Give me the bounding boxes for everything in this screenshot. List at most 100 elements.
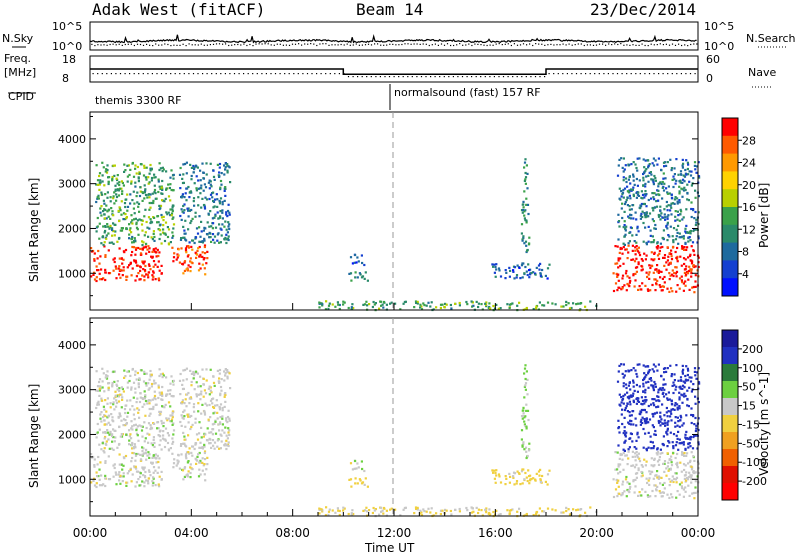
velocity-cell <box>104 431 107 434</box>
power-cell <box>678 185 681 188</box>
power-cell <box>318 302 321 305</box>
velocity-cell <box>628 411 631 414</box>
power-cell <box>108 241 111 244</box>
power-cell <box>631 249 634 252</box>
power-cell <box>104 271 107 274</box>
velocity-cell <box>652 465 655 468</box>
nave-dot <box>498 76 500 78</box>
power-cell <box>183 196 186 199</box>
power-cell <box>670 249 673 252</box>
power-cell <box>623 235 626 238</box>
power-cell <box>690 184 693 187</box>
velocity-cell <box>670 458 673 461</box>
power-cell <box>137 272 140 275</box>
nave-dot <box>548 73 550 75</box>
velocity-cell <box>116 388 119 391</box>
power-cell <box>145 242 148 245</box>
power-cell <box>655 282 658 285</box>
velocity-cell <box>630 464 633 467</box>
velocity-cell <box>670 408 673 411</box>
power-cell <box>512 269 515 272</box>
power-cell <box>680 264 683 267</box>
power-cell <box>134 279 137 282</box>
velocity-cell <box>678 407 681 410</box>
velocity-cell <box>139 392 142 395</box>
velocity-cell <box>625 405 628 408</box>
power-cell <box>152 265 155 268</box>
power-cell <box>646 288 649 291</box>
power-cell <box>685 248 688 251</box>
velocity-cell <box>181 416 184 419</box>
power-cell <box>637 263 640 266</box>
nsearch-dot <box>225 43 227 45</box>
velocity-cell <box>214 432 218 435</box>
velocity-cell <box>131 447 134 450</box>
nave-dot <box>439 76 441 78</box>
velocity-cell <box>546 507 550 510</box>
velocity-cell <box>201 447 205 450</box>
velocity-cell <box>625 475 628 479</box>
power-cell <box>130 231 133 234</box>
velocity-cell <box>128 435 131 438</box>
power-cell <box>117 209 120 212</box>
power-cell <box>217 217 220 220</box>
velocity-cell <box>521 468 524 471</box>
power-cell <box>118 265 121 268</box>
velocity-cell <box>223 443 226 447</box>
velocity-cell <box>141 425 144 428</box>
power-cell <box>690 259 693 262</box>
velocity-cell <box>152 476 155 479</box>
velocity-cell <box>182 379 185 382</box>
velocity-cell <box>146 454 149 457</box>
power-cell <box>627 251 630 254</box>
velocity-cell <box>216 411 219 414</box>
velocity-cell <box>525 403 528 406</box>
velocity-cell <box>203 451 206 455</box>
power-cell <box>625 289 628 292</box>
power-cell <box>223 189 226 192</box>
power-cell <box>141 244 144 247</box>
power-cell <box>425 304 428 307</box>
power-cell <box>485 301 488 304</box>
power-cell <box>133 237 136 240</box>
power-cell <box>644 185 647 188</box>
power-cell <box>184 247 188 250</box>
power-cell <box>637 230 640 233</box>
velocity-cell <box>179 420 182 424</box>
power-cell <box>684 258 687 261</box>
power-cell <box>214 214 217 217</box>
velocity-cell <box>522 441 525 444</box>
velocity-cell <box>187 451 190 454</box>
velocity-cell <box>689 445 692 448</box>
power-cell <box>657 157 660 160</box>
power-cell <box>523 190 526 193</box>
velocity-cell <box>221 406 224 410</box>
power-cell <box>692 285 695 289</box>
velocity-cell <box>672 391 675 395</box>
velocity-cell <box>694 402 697 405</box>
nsearch-dot <box>209 44 211 46</box>
power-cell <box>106 164 109 167</box>
velocity-cell <box>96 463 99 466</box>
velocity-cell <box>153 445 156 448</box>
velocity-cell <box>153 422 156 425</box>
velocity-cell <box>642 427 645 431</box>
power-cell <box>218 223 221 226</box>
velocity-cell <box>152 477 155 480</box>
power-cell <box>618 187 621 190</box>
velocity-cell <box>197 475 201 478</box>
velocity-cell <box>674 478 678 481</box>
power-cell <box>521 239 524 242</box>
velocity-cell <box>209 368 212 371</box>
power-cell <box>644 169 647 172</box>
velocity-cell <box>143 397 146 400</box>
power-cell <box>617 266 620 269</box>
power-cell <box>634 272 637 275</box>
power-cell <box>686 161 689 164</box>
power-cell <box>695 221 698 224</box>
power-cell <box>225 241 228 245</box>
velocity-cell <box>589 506 592 509</box>
power-cell <box>663 264 666 267</box>
power-cell <box>659 205 662 208</box>
velocity-cell <box>633 446 636 449</box>
